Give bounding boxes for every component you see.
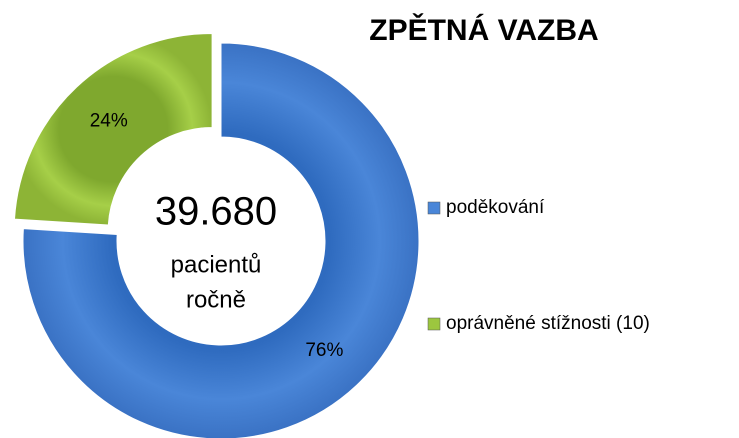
legend-swatch [427, 201, 441, 215]
legend-label: oprávněné stížnosti (10) [446, 313, 650, 334]
center-label: ročně [186, 286, 246, 313]
chart-title: ZPĚTNÁ VAZBA [369, 13, 598, 47]
value-label: 76% [305, 340, 343, 361]
legend-label: poděkování [446, 197, 545, 218]
center-value: 39.680 [155, 190, 277, 234]
legend-swatch [427, 317, 441, 331]
donut-segment [22, 42, 420, 438]
center-label: pacientů [171, 251, 262, 278]
donut-segment [13, 33, 213, 226]
value-label: 24% [90, 110, 128, 131]
